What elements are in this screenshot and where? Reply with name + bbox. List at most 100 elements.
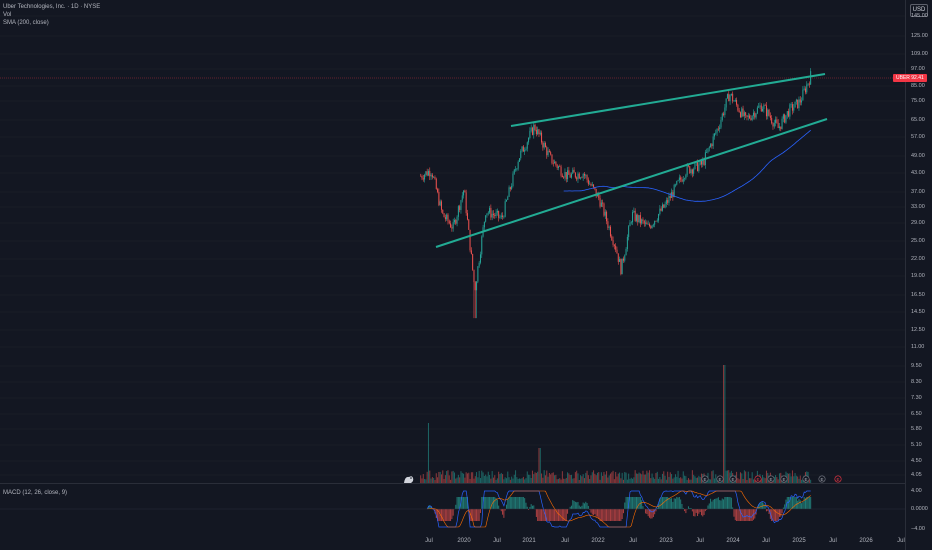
macd-histogram-bar	[494, 497, 496, 509]
candle-body	[786, 111, 788, 116]
candle-body	[707, 148, 709, 153]
candle-body	[546, 147, 548, 156]
earnings-marker[interactable]: E	[729, 475, 737, 483]
macd-legend[interactable]: MACD (12, 26, close, 9)	[3, 490, 68, 496]
macd-histogram-bar	[667, 497, 669, 509]
volume-bar	[504, 477, 506, 483]
volume-bar	[793, 476, 795, 483]
symbol-title[interactable]: Uber Technologies, Inc. · 1D · NYSE	[3, 4, 101, 10]
candle-body	[647, 224, 649, 225]
earnings-marker[interactable]: E	[818, 475, 826, 483]
macd-histogram-bar	[647, 509, 649, 517]
candle-body	[593, 184, 595, 188]
volume-bar	[754, 479, 756, 483]
macd-histogram-bar	[537, 509, 539, 521]
candle-body	[531, 127, 533, 135]
macd-histogram-bar	[529, 507, 531, 509]
candle-body	[632, 212, 634, 223]
volume-bar	[547, 476, 549, 483]
macd-histogram-bar	[678, 497, 680, 509]
volume-bar	[651, 473, 653, 483]
volume-bar	[520, 478, 522, 483]
earnings-marker[interactable]: E	[834, 475, 842, 483]
candle-body	[750, 118, 752, 120]
volume-bar	[741, 473, 743, 483]
currency-button[interactable]: USD	[910, 4, 928, 17]
earnings-marker[interactable]: E	[780, 475, 788, 483]
price-axis-label: 49.00	[911, 153, 925, 159]
volume-bar	[563, 478, 565, 483]
volume-bar	[430, 478, 432, 483]
volume-bar	[765, 470, 767, 483]
macd-histogram-bar	[521, 497, 523, 509]
volume-bar	[684, 475, 686, 483]
candle-body	[799, 99, 801, 103]
earnings-marker[interactable]: E	[701, 475, 709, 483]
candle-body	[693, 169, 695, 174]
volume-bar	[472, 472, 474, 483]
volume-bar	[762, 475, 764, 483]
candle-body	[763, 105, 765, 109]
macd-histogram-bar	[739, 509, 741, 521]
earnings-marker[interactable]: E	[802, 475, 810, 483]
macd-histogram-bar	[721, 498, 723, 509]
macd-histogram-bar	[726, 497, 728, 509]
volume-bar	[434, 479, 436, 483]
volume-bar	[633, 477, 635, 483]
earnings-marker[interactable]: E	[754, 475, 762, 483]
macd-histogram-bar	[505, 504, 507, 509]
candle-body	[758, 106, 760, 108]
lower-trendline[interactable]	[435, 118, 828, 248]
earnings-marker[interactable]: E	[716, 475, 724, 483]
candle-body	[638, 215, 640, 223]
candle-body	[507, 196, 509, 200]
volume-bar	[607, 477, 609, 483]
macd-histogram-bar	[699, 509, 701, 513]
volume-bar	[797, 476, 799, 483]
grid-lines	[0, 15, 905, 476]
volume-bar	[687, 478, 689, 483]
volume-bar	[810, 479, 812, 483]
volume-bar	[459, 477, 461, 483]
volume-legend[interactable]: Vol	[3, 12, 12, 18]
macd-histogram-bar	[759, 502, 761, 509]
upper-trendline[interactable]	[510, 73, 826, 127]
volume-bar	[671, 474, 673, 483]
candle-body	[767, 109, 769, 117]
macd-histogram-bar	[765, 509, 767, 512]
sma-legend[interactable]: SMA (200, close)	[3, 20, 49, 26]
candle-body	[771, 117, 773, 124]
macd-histogram-bar	[457, 497, 459, 509]
candle-body	[665, 200, 667, 204]
earnings-marker[interactable]: E	[767, 475, 775, 483]
macd-histogram-bar	[522, 497, 524, 509]
macd-histogram-bar	[578, 505, 580, 509]
candle-body	[421, 176, 423, 179]
candle-body	[776, 119, 778, 123]
candle-body	[603, 203, 605, 216]
pane-separator[interactable]	[0, 483, 905, 484]
macd-histogram-bar	[682, 507, 684, 509]
volume-bar	[808, 479, 810, 483]
candle-body	[655, 220, 657, 222]
macd-histogram-bar	[513, 497, 515, 509]
macd-histogram-bar	[541, 509, 543, 521]
macd-histogram-bar	[693, 509, 695, 517]
macd-histogram-bar	[700, 509, 702, 516]
price-axis-label: 75.00	[911, 98, 925, 104]
candle-body	[542, 142, 544, 148]
macd-histogram-bar	[550, 509, 552, 521]
volume-bar	[776, 477, 778, 483]
tradingview-logo-icon[interactable]	[402, 472, 416, 486]
volume-bar	[522, 476, 524, 483]
volume-bar	[492, 477, 494, 483]
volume-bar	[655, 473, 657, 483]
candle-body	[435, 178, 437, 190]
candle-body	[425, 171, 427, 175]
macd-histogram-bar	[502, 509, 504, 515]
macd-histogram-bar	[520, 497, 522, 509]
macd-histogram-bar	[531, 505, 533, 509]
candle-body	[599, 198, 601, 207]
